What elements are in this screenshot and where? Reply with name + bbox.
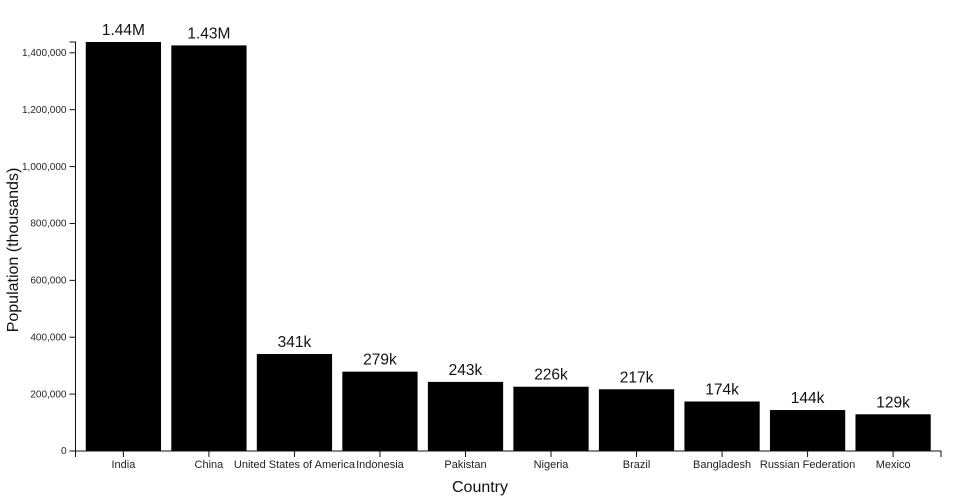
bar-value-label-9: 129k [876,394,910,411]
x-tick-label-7: Bangladesh [693,459,751,471]
bar-value-labels-group: 1.44M 1.43M 341k 279k 243k 226k 217k 174k 144k 12… [102,22,910,411]
x-tick-label-8: Russian Federation [760,459,855,471]
bar-2 [256,354,333,451]
bar-0 [85,42,162,451]
y-tick-label-7: 1,400,000 [22,48,67,59]
bar-value-label-3: 279k [363,352,397,369]
bar-3 [342,371,418,451]
y-axis-title: Population (thousands) [5,168,22,333]
bar-value-label-4: 243k [449,362,483,379]
bar-value-label-2: 341k [278,334,312,351]
x-axis-domain [75,450,942,457]
bar-8 [769,410,846,451]
y-tick-label-1: 200,000 [30,389,67,400]
x-tick-label-2: United States of America [234,459,356,471]
x-tick-label-4: Pakistan [444,459,486,471]
bar-6 [598,389,675,451]
x-axis: India China United States of America Indone… [75,450,942,471]
x-tick-label-0: India [111,459,136,471]
x-tick-label-1: China [195,459,225,471]
bar-5 [513,386,589,451]
bars-group [85,42,931,451]
bar-7 [684,401,760,451]
bar-value-label-5: 226k [534,367,568,384]
y-tick-label-5: 1,000,000 [22,162,67,173]
bar-4 [427,381,504,451]
bar-value-label-8: 144k [791,390,825,407]
x-tick-label-5: Nigeria [534,459,570,471]
y-axis: 0 200,000 400,000 600,000 800,000 1,000,000 1,… [22,41,76,457]
bar-value-label-6: 217k [620,369,654,386]
y-tick-label-0: 0 [61,446,67,457]
x-axis-title: Country [452,479,508,496]
bar-1 [171,45,247,451]
y-tick-label-4: 800,000 [30,219,67,230]
y-tick-label-3: 600,000 [30,276,67,287]
x-tick-label-9: Mexico [876,459,911,471]
y-axis-domain [69,41,76,452]
y-tick-label-6: 1,200,000 [22,105,67,116]
bar-value-label-1: 1.43M [187,25,230,42]
x-tick-label-6: Brazil [623,459,651,471]
bar-value-label-7: 174k [705,382,739,399]
x-tick-label-3: Indonesia [356,459,405,471]
bar-9 [855,414,931,451]
bar-value-label-0: 1.44M [102,22,145,39]
y-tick-label-2: 400,000 [30,332,67,343]
